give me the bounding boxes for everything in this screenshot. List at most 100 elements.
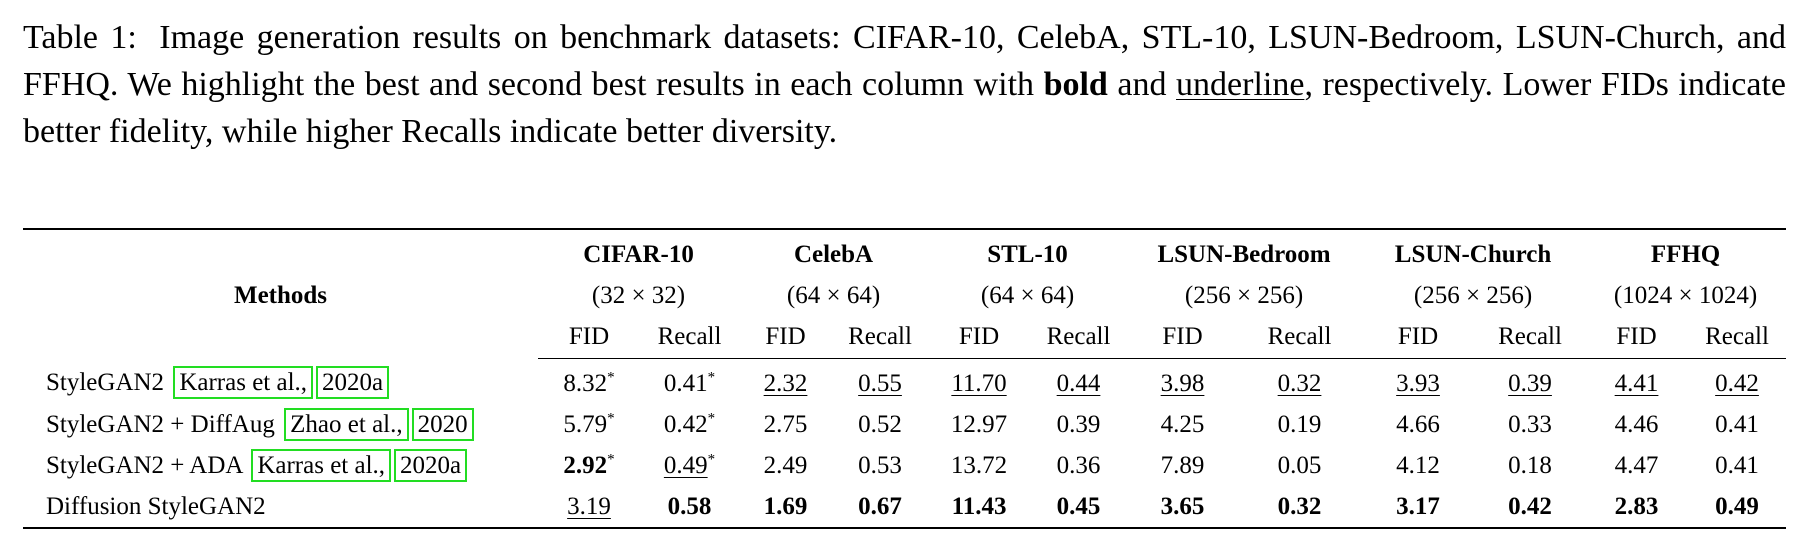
cell-value: 4.12 [1396, 451, 1440, 479]
header-cell: (64 × 64) [928, 275, 1127, 316]
header-cell: (64 × 64) [739, 275, 928, 316]
table-cell: 0.41 [1688, 445, 1786, 486]
metric-label: FID [1397, 323, 1439, 350]
table-cell: 4.47 [1585, 445, 1688, 486]
results-table: Methods CIFAR-10 CelebA STL-10 LSUN-Bedroom L… [23, 228, 1787, 529]
table-cell: 0.19 [1238, 404, 1361, 445]
cell-value: 0.42 [1508, 492, 1552, 520]
header-cell: (256 × 256) [1127, 275, 1361, 316]
cell-value: 2.49 [763, 451, 808, 479]
cell-value: 0.49 [663, 451, 708, 479]
table-row: Diffusion StyleGAN2 3.19 0.58 1.69 0.67 11.43… [23, 486, 1786, 528]
cell-value: 0.44 [1056, 369, 1101, 397]
citation-link[interactable]: 2020 [411, 407, 474, 441]
cell-mark: * [707, 369, 716, 386]
table-cell: 7.89 [1127, 445, 1238, 486]
cell-value: 4.47 [1614, 451, 1659, 479]
caption-text: , respectively. Lower FIDs indicate bett… [23, 66, 1787, 150]
table-cell: 11.43 [928, 486, 1030, 528]
table-cell: 0.52 [832, 404, 928, 445]
header-cell: STL-10 [928, 229, 1127, 275]
table-cell: 0.42* [640, 404, 739, 445]
metric-label: Recall [1498, 323, 1562, 350]
cell-value: 0.39 [1056, 410, 1101, 438]
header-row: (32 × 32) (64 × 64) (64 × 64) (256 × 256) (2… [23, 275, 1786, 316]
table-cell: 3.19 [538, 486, 640, 528]
caption-label: Table 1: [23, 19, 137, 56]
dataset-name: LSUN-Church [1394, 240, 1552, 268]
header-cell: (32 × 32) [538, 275, 739, 316]
cell-value: 0.36 [1056, 451, 1101, 479]
cell-value: 0.55 [858, 369, 902, 397]
metric-label: FID [958, 323, 1000, 350]
cell-value: 0.53 [858, 451, 902, 479]
table-cell: 0.39 [1030, 404, 1127, 445]
cell-value: 0.33 [1508, 410, 1552, 438]
header-cell: FID [1361, 316, 1476, 359]
cell-value: 11.70 [951, 369, 1007, 397]
table-cell: 2.92* [538, 445, 640, 486]
metric-label: Recall [1267, 323, 1332, 350]
table-cell: 0.36 [1030, 445, 1127, 486]
table-cell: 3.98 [1127, 359, 1238, 405]
cell-value: 0.05 [1277, 451, 1322, 479]
cell-value: 7.89 [1160, 451, 1205, 479]
cell-value: 2.83 [1614, 492, 1659, 520]
citation-link[interactable]: Karras et al., [173, 366, 314, 400]
methods-header: Methods [233, 282, 328, 310]
table-cell: 8.32* [538, 359, 640, 405]
metric-label: Recall [657, 323, 722, 350]
citation-link[interactable]: Zhao et al., [284, 407, 409, 441]
table-cell: StyleGAN2 Karras et al., 2020a [23, 359, 538, 405]
dataset-resolution: (256 × 256) [1413, 281, 1533, 309]
citation-link[interactable]: Karras et al., [251, 448, 392, 482]
header-cell: Methods [23, 229, 538, 359]
cell-value: 0.52 [858, 410, 902, 438]
table-row: StyleGAN2 + ADA Karras et al., 2020a 2.92*… [23, 445, 1786, 486]
cell-mark: * [607, 369, 615, 386]
citation-link[interactable]: 2020a [316, 366, 390, 400]
header-cell: (256 × 256) [1361, 275, 1585, 316]
header-row: FID Recall FID Recall FID Recall FID Recall FID R… [23, 316, 1787, 359]
table-cell: 0.44 [1030, 359, 1127, 405]
header-cell: (1024 × 1024) [1585, 275, 1786, 316]
cell-value: 12.97 [950, 410, 1008, 438]
table-cell: 0.32 [1238, 359, 1361, 405]
cell-value: 2.32 [763, 369, 808, 397]
table-cell: 0.42 [1688, 359, 1786, 405]
table-cell: 4.46 [1585, 404, 1688, 445]
dataset-name: STL-10 [987, 240, 1068, 268]
table-cell: 3.65 [1127, 486, 1238, 528]
dataset-resolution: (64 × 64) [786, 281, 881, 309]
dataset-name: FFHQ [1650, 240, 1721, 268]
table-cell: Diffusion StyleGAN2 [23, 486, 538, 528]
header-cell: FID [1585, 316, 1689, 359]
table-cell: 13.72 [928, 445, 1030, 486]
method-name: StyleGAN2 [46, 369, 165, 397]
table-cell: 3.93 [1361, 359, 1475, 405]
table-cell: 0.05 [1238, 445, 1361, 486]
table-cell: 4.66 [1361, 404, 1475, 445]
table-cell: 0.33 [1475, 404, 1585, 445]
header-cell: Recall [1475, 316, 1586, 359]
table-cell: 2.32 [739, 359, 832, 405]
cell-value: 13.72 [950, 451, 1008, 479]
table-row: StyleGAN2 Karras et al., 2020a 8.32* 0.41* 2… [23, 359, 1786, 405]
cell-value: 0.19 [1277, 410, 1322, 438]
table-cell: 0.41* [640, 359, 739, 405]
cell-value: 0.32 [1277, 369, 1322, 397]
metric-label: Recall [848, 323, 912, 350]
table-body: Methods CIFAR-10 CelebA STL-10 LSUN-Bedroom L… [23, 229, 1787, 528]
metric-label: FID [765, 323, 806, 350]
cell-value: 4.46 [1614, 410, 1659, 438]
cell-mark: * [707, 451, 716, 468]
cell-value: 0.41 [663, 369, 708, 397]
cell-mark: * [607, 410, 615, 427]
header-cell: FID [538, 316, 640, 359]
caption-text: Image generation results on benchmark da… [23, 19, 1787, 103]
table-cell: 0.58 [640, 486, 739, 528]
cell-value: 8.32 [563, 369, 608, 397]
metric-label: Recall [1705, 323, 1769, 350]
citation-link[interactable]: 2020a [394, 448, 468, 482]
